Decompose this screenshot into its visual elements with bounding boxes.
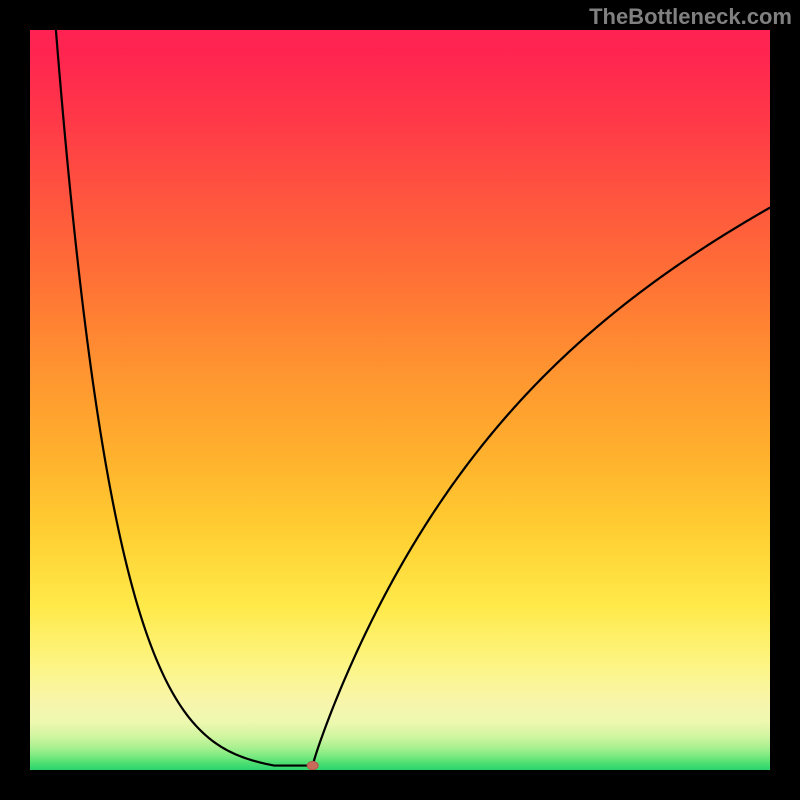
watermark-text: TheBottleneck.com: [589, 4, 792, 30]
chart-background: [30, 30, 770, 770]
plot-area: [30, 30, 770, 770]
optimal-point-marker: [307, 761, 318, 769]
